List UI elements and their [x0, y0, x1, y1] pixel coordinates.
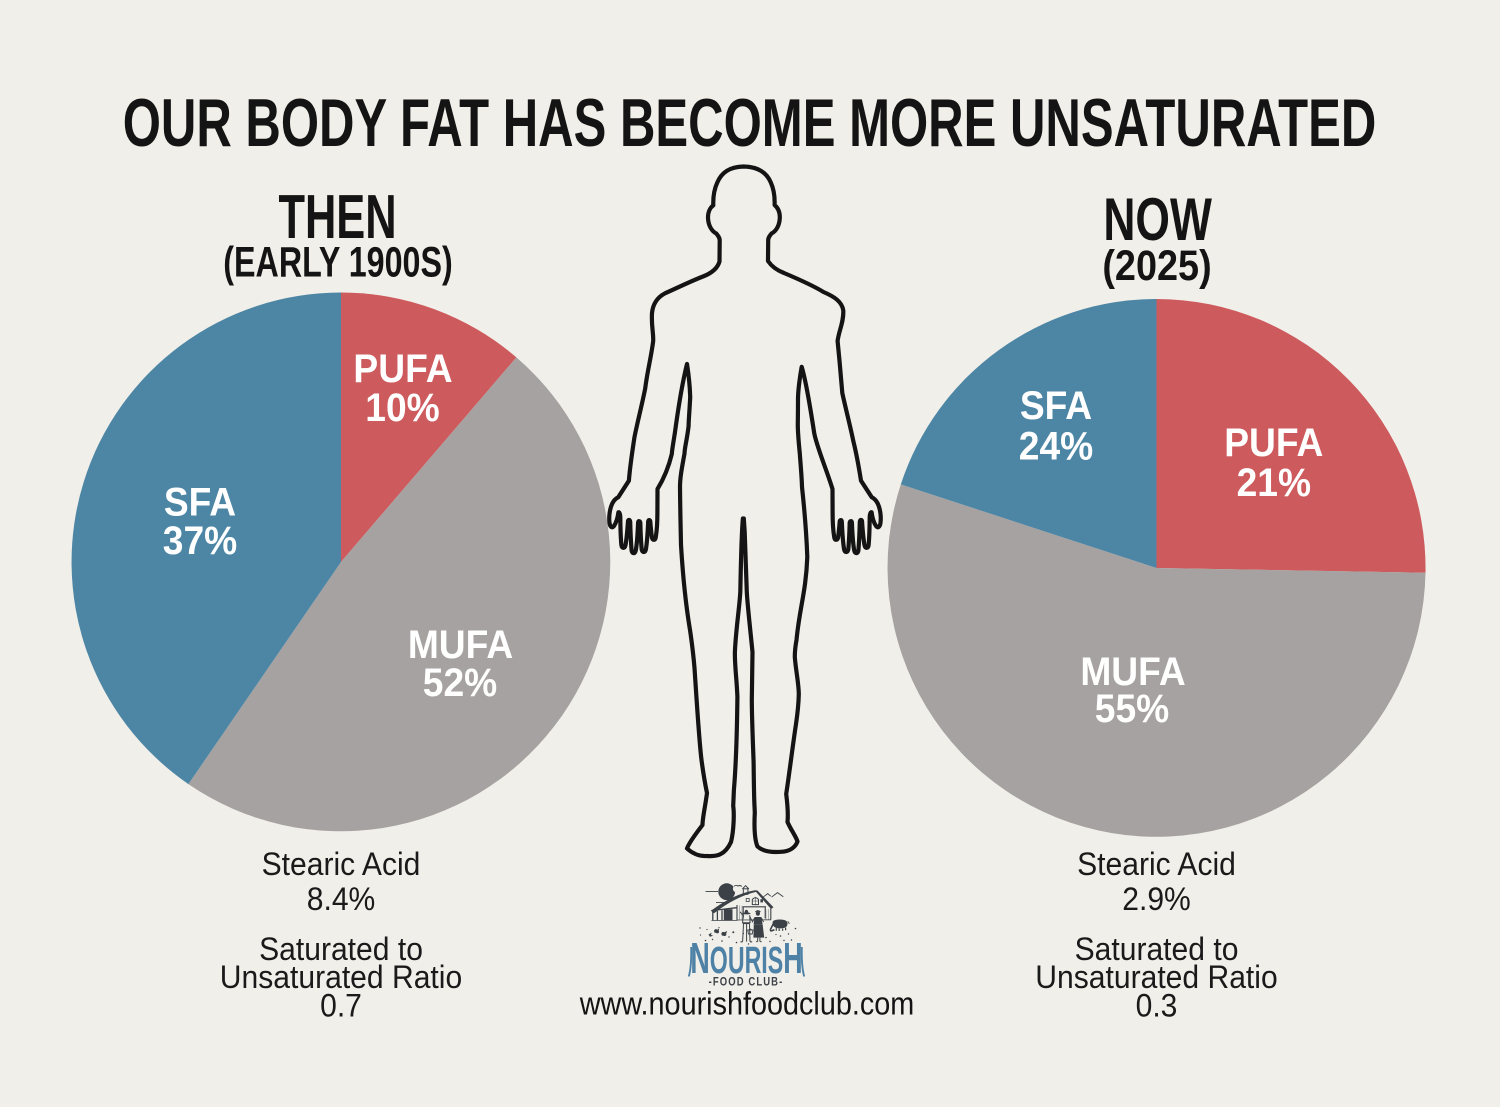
- svg-text:0.3: 0.3: [1136, 988, 1178, 1024]
- svg-text:(EARLY 1900S): (EARLY 1900S): [223, 239, 452, 287]
- svg-text:52%: 52%: [423, 661, 497, 706]
- svg-text:THEN: THEN: [278, 184, 396, 252]
- svg-text:21%: 21%: [1237, 461, 1311, 506]
- svg-text:PUFA: PUFA: [1224, 421, 1323, 466]
- svg-text:NOURISH: NOURISH: [690, 933, 802, 983]
- svg-text:55%: 55%: [1095, 687, 1169, 732]
- svg-text:www.nourishfoodclub.com: www.nourishfoodclub.com: [579, 986, 914, 1022]
- svg-text:PUFA: PUFA: [353, 347, 452, 392]
- svg-text:-FOOD CLUB-: -FOOD CLUB-: [709, 976, 784, 989]
- svg-text:2.9%: 2.9%: [1122, 881, 1191, 917]
- svg-text:SFA: SFA: [1020, 384, 1092, 429]
- svg-text:SFA: SFA: [164, 480, 236, 525]
- svg-text:Unsaturated Ratio: Unsaturated Ratio: [1035, 959, 1277, 995]
- svg-text:OUR BODY FAT HAS BECOME MORE U: OUR BODY FAT HAS BECOME MORE UNSATURATED: [123, 84, 1377, 161]
- svg-text:Saturated to: Saturated to: [259, 931, 423, 967]
- svg-text:NOW: NOW: [1103, 187, 1212, 254]
- svg-text:24%: 24%: [1019, 424, 1093, 469]
- svg-text:Saturated to: Saturated to: [1075, 931, 1239, 967]
- svg-text:10%: 10%: [365, 386, 439, 431]
- svg-text:MUFA: MUFA: [408, 623, 513, 668]
- svg-text:Stearic Acid: Stearic Acid: [262, 846, 421, 882]
- svg-text:8.4%: 8.4%: [307, 881, 376, 917]
- svg-text:Stearic Acid: Stearic Acid: [1077, 846, 1236, 882]
- svg-text:0.7: 0.7: [320, 988, 362, 1024]
- svg-text:(2025): (2025): [1102, 241, 1211, 290]
- svg-text:37%: 37%: [163, 519, 237, 564]
- svg-text:Unsaturated Ratio: Unsaturated Ratio: [220, 959, 462, 995]
- svg-text:MUFA: MUFA: [1080, 650, 1185, 695]
